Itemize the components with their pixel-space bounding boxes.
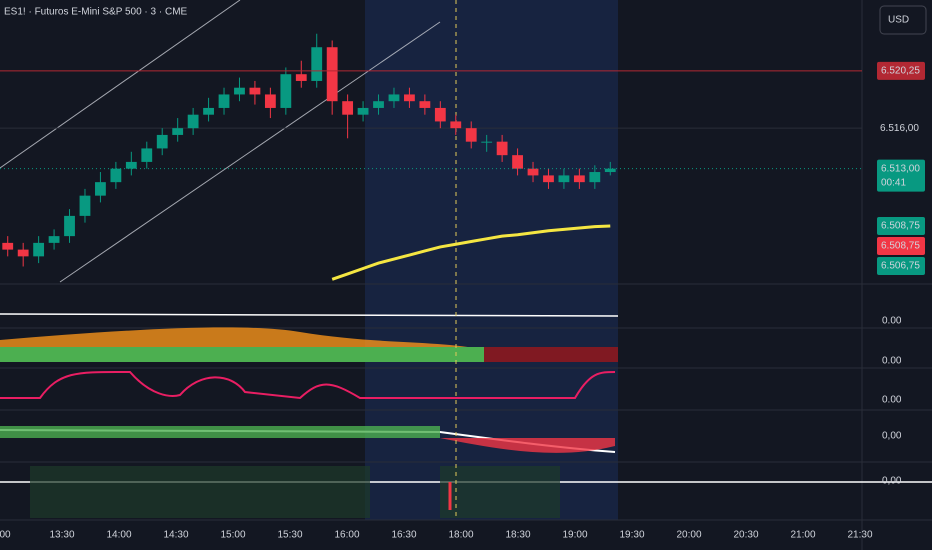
x-tick-label: 00 xyxy=(0,530,11,541)
candle-body xyxy=(589,172,601,183)
x-tick-label: 18:30 xyxy=(505,530,530,541)
x-tick-label: 20:00 xyxy=(676,530,701,541)
currency[interactable]: USD xyxy=(888,15,909,26)
y-tick-label: 6.516,00 xyxy=(880,123,919,134)
candle-body xyxy=(311,47,323,81)
candle-body xyxy=(373,101,384,108)
pane-label: 0.00 xyxy=(882,356,902,367)
x-tick-label: 21:00 xyxy=(790,530,815,541)
price-label: 6.508,75 xyxy=(881,241,920,252)
indicator-panes xyxy=(0,313,932,518)
candle-body xyxy=(187,114,199,129)
candle-body xyxy=(172,128,184,135)
candle-body xyxy=(496,141,508,156)
trend-lines xyxy=(0,0,441,283)
x-tick-label: 16:30 xyxy=(391,530,416,541)
candle-body xyxy=(95,182,106,196)
candle-body xyxy=(64,215,75,237)
candle-body xyxy=(156,134,168,149)
candle-body xyxy=(357,107,369,115)
pane-label: 0,00 xyxy=(882,431,902,442)
candle-body xyxy=(527,168,539,176)
price-label-box xyxy=(877,237,925,256)
chart-title: ES1! · Futuros E-Mini S&P 500 · 3 · CME xyxy=(4,7,188,18)
x-tick-label: 14:00 xyxy=(106,530,131,541)
x-tick-label: 13:30 xyxy=(49,530,74,541)
price-label-box xyxy=(877,61,925,80)
x-tick-label: 15:00 xyxy=(220,530,245,541)
candle-body xyxy=(17,249,29,257)
candle-body xyxy=(125,161,137,169)
price-label-box xyxy=(877,257,925,276)
candle-body xyxy=(280,74,292,108)
candle-body xyxy=(604,168,616,173)
candle-body xyxy=(573,175,585,183)
candle-body xyxy=(264,94,276,108)
price-label: 6.513,00 xyxy=(881,163,920,174)
x-tick-label: 21:30 xyxy=(847,530,872,541)
candle-body xyxy=(465,128,477,142)
candle-body xyxy=(141,148,153,162)
candle-body xyxy=(33,242,45,257)
moving-average xyxy=(331,224,611,281)
x-tick-label: 19:30 xyxy=(619,530,644,541)
x-tick-label: 18:00 xyxy=(448,530,473,541)
price-label: 6.508,75 xyxy=(881,221,920,232)
price-label: 6.520,25 xyxy=(881,65,920,76)
candle-body xyxy=(512,155,523,169)
candle-body xyxy=(342,101,354,115)
candle-body xyxy=(388,94,400,102)
candle-body xyxy=(218,94,230,108)
candle-body xyxy=(2,242,14,250)
pane-label: 0.00 xyxy=(882,316,902,327)
candle-body xyxy=(249,87,261,95)
price-label-box xyxy=(877,217,925,236)
price-label: 6.506,75 xyxy=(881,261,920,272)
candle-body xyxy=(558,175,570,183)
candle-body xyxy=(234,87,245,95)
candle-body xyxy=(79,195,91,216)
price-label-box xyxy=(877,159,925,192)
candle-body xyxy=(450,121,462,129)
candle-body xyxy=(203,107,214,115)
x-tick-label: 15:30 xyxy=(277,530,302,541)
x-tick-label: 19:00 xyxy=(562,530,587,541)
candle-body xyxy=(434,107,446,122)
candle-body xyxy=(295,74,307,81)
candle-body xyxy=(481,141,493,143)
currency-button[interactable] xyxy=(879,5,927,35)
candle-body xyxy=(404,94,415,102)
x-tick-label: 14:30 xyxy=(163,530,188,541)
x-tick-label: 20:30 xyxy=(733,530,758,541)
candle-body xyxy=(543,175,554,183)
candle-body xyxy=(419,101,431,108)
candle-body xyxy=(48,236,60,243)
x-tick-label: 16:00 xyxy=(334,530,359,541)
pane-label: 0.00 xyxy=(882,395,902,406)
countdown: 00:41 xyxy=(881,177,906,188)
candle-body xyxy=(110,168,122,183)
pane-label: 0,00 xyxy=(882,476,902,487)
candle-body xyxy=(326,47,338,102)
